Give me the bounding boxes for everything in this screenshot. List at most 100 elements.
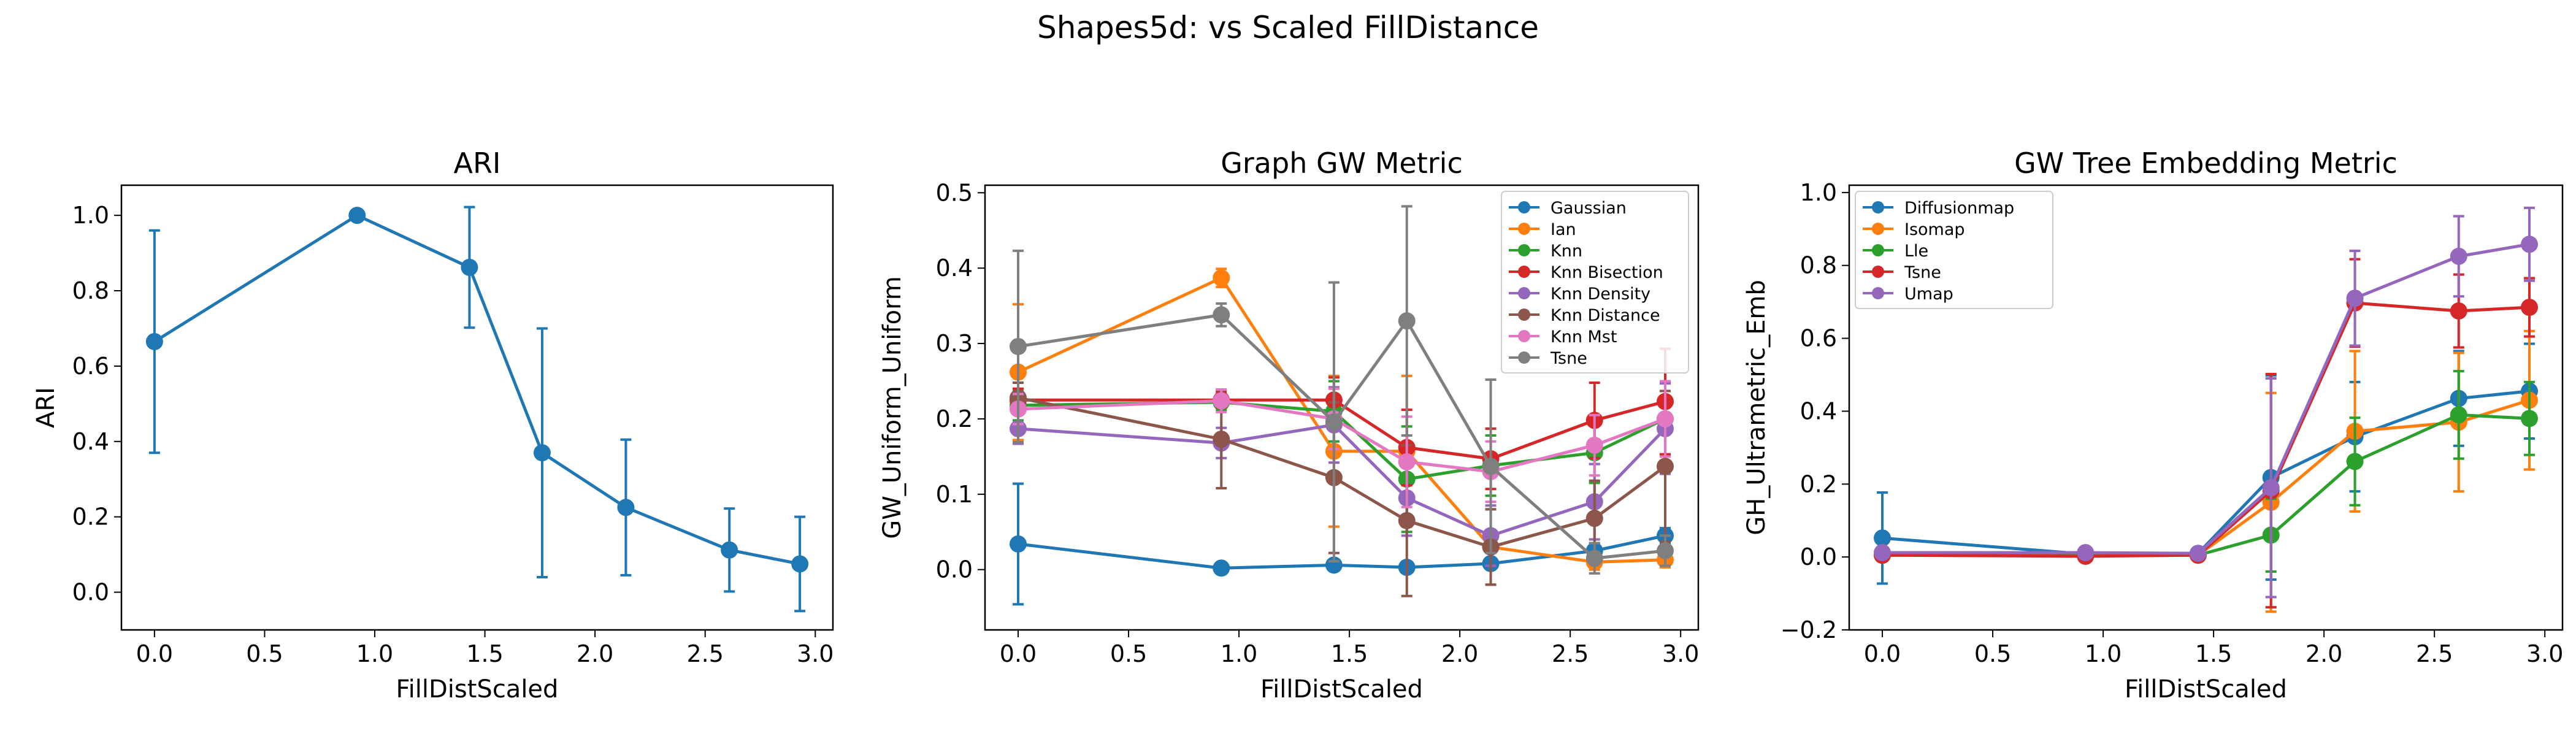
subplot-grid: ARI 0.0 0.5 1.0 1.5 2.0 2.5 3.0 0.0 0.2 0.4 0.6 0.8 1… [32, 147, 2563, 703]
y-axis-label: ARI [32, 387, 60, 428]
data-point [617, 499, 635, 516]
legend-swatch-marker [1872, 287, 1884, 299]
x-tick-label: 3.0 [1662, 640, 1699, 667]
x-tick-label: 3.0 [797, 640, 834, 667]
plot-area [1010, 205, 1674, 606]
data-point [1010, 535, 1027, 553]
series-gaussian [1010, 482, 1674, 606]
legend-swatch-marker [1518, 244, 1530, 256]
legend-swatch-marker [1518, 201, 1530, 213]
legend-label: Lle [1904, 242, 1928, 261]
y-tick-label: 0.4 [1800, 397, 1837, 424]
data-point [2520, 236, 2538, 253]
legend-label: Tsne [1550, 349, 1587, 368]
x-tick-label: 1.0 [1221, 640, 1257, 667]
legend-item: Tsne [1863, 263, 1941, 282]
data-point [1213, 431, 1230, 448]
y-tick-label: 0.0 [1800, 543, 1837, 570]
x-tick-label: 1.5 [1331, 640, 1368, 667]
legend-swatch-marker [1518, 351, 1530, 364]
data-point [2262, 479, 2280, 497]
data-point [2520, 299, 2538, 316]
legend-label: Gaussian [1551, 199, 1627, 218]
legend-item: Umap [1863, 285, 1953, 304]
y-tick-label: 0.3 [936, 330, 973, 357]
x-tick-label: 2.0 [577, 640, 613, 667]
x-tick-label: 0.0 [1000, 640, 1037, 667]
y-tick-label: 0.0 [936, 556, 973, 583]
data-point [1656, 542, 1674, 559]
legend-item: Knn Distance [1509, 306, 1660, 325]
series-ari [145, 205, 809, 613]
legend-label: Ian [1551, 220, 1576, 239]
legend-item: Tsne [1509, 349, 1587, 368]
x-axis-label: FillDistScaled [1260, 675, 1423, 703]
data-point [1874, 529, 1892, 547]
legend-label: Tsne [1904, 263, 1941, 282]
data-point [1656, 410, 1674, 427]
x-tick-label: 0.0 [136, 640, 173, 667]
data-point [1585, 510, 1603, 527]
y-tick-label: 0.2 [72, 504, 109, 531]
series-line [1882, 301, 2530, 558]
legend-item: Gaussian [1509, 199, 1627, 218]
legend-item: Knn Density [1509, 285, 1650, 304]
x-tick-label: 2.0 [1441, 640, 1478, 667]
data-point [2346, 289, 2364, 307]
series-lle [1874, 370, 2538, 573]
x-tick-label: 1.5 [2195, 640, 2232, 667]
subplot-2: Graph GW Metric 0.0 0.5 1.0 1.5 2.0 2.5 3.0 0.0 0… [878, 147, 1699, 703]
y-tick-label: 1.0 [72, 202, 109, 229]
data-point [1398, 453, 1416, 470]
data-point [721, 541, 738, 559]
y-tick-label: 0.4 [936, 255, 973, 282]
x-tick-label: 3.0 [2526, 640, 2563, 667]
data-point [2450, 247, 2467, 265]
data-point [1585, 436, 1603, 454]
x-tick-label: 0.5 [1974, 640, 2011, 667]
legend-swatch-marker [1872, 223, 1884, 235]
legend-swatch-marker [1518, 287, 1530, 299]
data-point [1398, 512, 1416, 529]
x-tick-label: 2.0 [2306, 640, 2342, 667]
legend-label: Umap [1904, 285, 1953, 304]
data-point [348, 207, 366, 224]
plot-area [1874, 206, 2538, 613]
subplot-title: GW Tree Embedding Metric [2014, 147, 2398, 180]
legend-label: Knn Density [1551, 285, 1650, 304]
data-point [461, 258, 478, 276]
y-tick-label: 0.6 [1800, 325, 1837, 352]
y-tick-label: 0.6 [72, 353, 109, 380]
x-tick-label: 2.5 [1552, 640, 1589, 667]
y-tick-label: 0.8 [72, 277, 109, 304]
x-tick-label: 2.5 [686, 640, 723, 667]
data-point [1585, 550, 1603, 567]
series-umap [1874, 206, 2538, 599]
legend: Gaussian Ian Knn Knn Bisection Knn Density Kn… [1501, 191, 1689, 374]
y-tick-label: 0.0 [72, 579, 109, 606]
legend-label: Knn Bisection [1551, 263, 1663, 282]
subplot-1: ARI 0.0 0.5 1.0 1.5 2.0 2.5 3.0 0.0 0.2 0.4 0.6 0.8 1… [32, 147, 834, 703]
subplot-title: ARI [454, 147, 501, 180]
data-point [2450, 406, 2467, 424]
x-tick-label: 0.5 [246, 640, 283, 667]
legend-item: Ian [1509, 220, 1576, 239]
data-point [1213, 269, 1230, 287]
subplot-title: Graph GW Metric [1221, 147, 1462, 180]
x-tick-label: 2.5 [2416, 640, 2453, 667]
legend-swatch-marker [1518, 266, 1530, 278]
data-point [1010, 337, 1027, 355]
axes-frame [120, 184, 834, 631]
legend-label: Knn [1551, 242, 1582, 261]
data-point [2346, 453, 2364, 470]
legend-swatch-marker [1518, 330, 1530, 342]
series-tsne [1010, 205, 1674, 575]
plot-area [145, 205, 809, 613]
legend-label: Knn Mst [1551, 328, 1617, 347]
data-point [1213, 392, 1230, 410]
legend-label: Knn Distance [1551, 306, 1660, 325]
legend-item: Lle [1863, 242, 1928, 261]
legend-swatch-marker [1872, 266, 1884, 278]
data-point [1213, 306, 1230, 324]
legend-swatch-marker [1518, 309, 1530, 321]
